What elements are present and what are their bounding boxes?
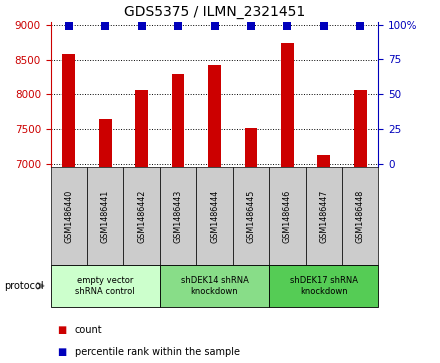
Text: GSM1486447: GSM1486447 <box>319 189 328 243</box>
Bar <box>135 90 148 167</box>
Bar <box>269 167 305 265</box>
Text: GSM1486445: GSM1486445 <box>246 189 256 243</box>
Point <box>211 23 218 29</box>
Title: GDS5375 / ILMN_2321451: GDS5375 / ILMN_2321451 <box>124 5 305 19</box>
Bar <box>196 167 233 265</box>
Text: GSM1486444: GSM1486444 <box>210 189 219 242</box>
Point <box>247 23 254 29</box>
Text: ■: ■ <box>57 325 66 335</box>
Bar <box>208 65 221 167</box>
Bar <box>160 167 196 265</box>
Text: shDEK14 shRNA
knockdown: shDEK14 shRNA knockdown <box>180 276 249 295</box>
Text: GSM1486443: GSM1486443 <box>173 189 183 242</box>
Point <box>320 23 327 29</box>
Bar <box>354 90 367 167</box>
Bar <box>342 167 378 265</box>
Text: protocol: protocol <box>4 281 44 291</box>
Bar <box>317 155 330 167</box>
Text: GSM1486448: GSM1486448 <box>356 189 365 242</box>
Bar <box>281 42 294 167</box>
Text: count: count <box>75 325 103 335</box>
Point <box>284 23 291 29</box>
Point <box>138 23 145 29</box>
Text: GSM1486441: GSM1486441 <box>101 189 110 242</box>
Bar <box>269 265 378 307</box>
Bar <box>51 167 87 265</box>
Text: GSM1486442: GSM1486442 <box>137 189 146 243</box>
Bar <box>233 167 269 265</box>
Text: GSM1486446: GSM1486446 <box>283 189 292 242</box>
Bar <box>99 119 112 167</box>
Text: percentile rank within the sample: percentile rank within the sample <box>75 347 240 357</box>
Point <box>102 23 109 29</box>
Bar <box>62 54 75 167</box>
Bar <box>305 167 342 265</box>
Text: ■: ■ <box>57 347 66 357</box>
Bar <box>124 167 160 265</box>
Text: shDEK17 shRNA
knockdown: shDEK17 shRNA knockdown <box>290 276 358 295</box>
Text: empty vector
shRNA control: empty vector shRNA control <box>75 276 135 295</box>
Bar <box>172 74 184 167</box>
Point <box>175 23 182 29</box>
Bar <box>160 265 269 307</box>
Bar <box>245 127 257 167</box>
Point <box>65 23 72 29</box>
Bar <box>51 265 160 307</box>
Point <box>357 23 364 29</box>
Bar <box>87 167 124 265</box>
Text: GSM1486440: GSM1486440 <box>64 189 73 242</box>
